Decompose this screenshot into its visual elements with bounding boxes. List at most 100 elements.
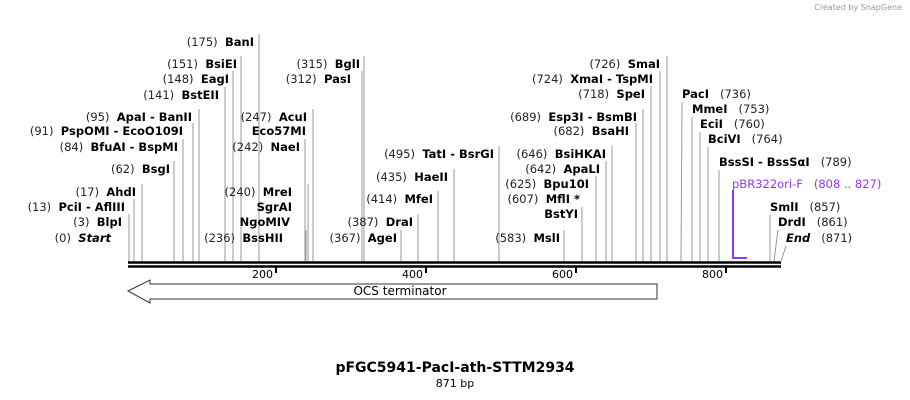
- site-label-blpi[interactable]: (3) BlpI: [73, 215, 122, 229]
- site-position: (625): [505, 177, 537, 191]
- site-position: (17): [75, 185, 100, 199]
- enzyme-name: MmeI: [692, 102, 728, 116]
- enzyme-name: BssSI - BssSαI: [719, 155, 810, 169]
- primer-label[interactable]: pBR322ori-F (808 .. 827): [732, 177, 881, 191]
- site-label-apai[interactable]: (95) ApaI - BanII: [86, 110, 192, 124]
- site-label-esp3i[interactable]: (689) Esp3I - BsmBI: [510, 110, 637, 124]
- site-position: (764): [751, 132, 783, 146]
- site-label-tati[interactable]: (495) TatI - BsrGI: [384, 147, 494, 161]
- site-label-bsiei[interactable]: (151) BsiEI: [167, 57, 237, 71]
- site-label-mfli[interactable]: (607) MflI *: [507, 192, 580, 206]
- site-position: (84): [59, 140, 84, 154]
- enzyme-name: MfeI: [404, 192, 433, 206]
- site-label-bpu10i[interactable]: (625) Bpu10I: [505, 177, 589, 191]
- ocs-terminator-arrow[interactable]: [126, 279, 658, 304]
- site-label-acui[interactable]: (247) AcuI: [241, 110, 307, 124]
- ruler-label: 400: [402, 268, 423, 281]
- site-position: (367): [329, 231, 361, 245]
- site-position: (718): [578, 87, 610, 101]
- enzyme-name: Start: [78, 231, 111, 245]
- ruler-label: 600: [552, 268, 573, 281]
- site-label-end[interactable]: End (871): [786, 231, 852, 245]
- enzyme-name: PspOMI - EcoO109I: [60, 124, 183, 138]
- enzyme-name: BsaHI: [591, 124, 629, 138]
- enzyme-name: BlpI: [96, 215, 122, 229]
- site-position: (857): [809, 200, 841, 214]
- site-label-smai[interactable]: (726) SmaI: [589, 57, 660, 71]
- enzyme-name: EagI: [200, 72, 229, 86]
- enzyme-name: AcuI: [278, 110, 307, 124]
- site-label-bfuai[interactable]: (84) BfuAI - BspMI: [60, 140, 178, 154]
- site-label-mrei[interactable]: (240) MreI: [225, 185, 292, 199]
- site-label-haeii[interactable]: (435) HaeII: [376, 170, 448, 184]
- site-position: (387): [347, 215, 379, 229]
- site-label-ahdi[interactable]: (17) AhdI: [75, 185, 136, 199]
- site-label-start[interactable]: (0) Start: [55, 231, 111, 245]
- enzyme-name: PciI - AflIII: [58, 200, 125, 214]
- site-label-bsshii[interactable]: (236) BssHII: [204, 231, 283, 245]
- site-position: (724): [531, 72, 563, 86]
- site-label-spei[interactable]: (718) SpeI: [578, 87, 645, 101]
- site-position: (3): [73, 215, 90, 229]
- site-label-bsihkai[interactable]: (646) BsiHKAI: [516, 147, 606, 161]
- enzyme-name: SmaI: [627, 57, 660, 71]
- site-label-bani[interactable]: (175) BanI: [187, 35, 254, 49]
- site-position: (607): [507, 192, 539, 206]
- site-label-agei[interactable]: (367) AgeI: [330, 231, 397, 245]
- enzyme-name: SgrAI: [256, 200, 292, 214]
- site-position: (495): [384, 147, 415, 161]
- site-label-mfei[interactable]: (414) MfeI: [366, 192, 433, 206]
- site-label-apali[interactable]: (642) ApaLI: [525, 162, 600, 176]
- site-label-smli[interactable]: SmlI (857): [770, 200, 840, 214]
- enzyme-name: BanI: [225, 35, 254, 49]
- primer-range: (808 .. 827): [813, 177, 882, 191]
- site-label-xmai[interactable]: (724) XmaI - TspMI: [532, 72, 653, 86]
- enzyme-name: MflI *: [545, 192, 580, 206]
- enzyme-name: MslI: [533, 231, 560, 245]
- site-position: (760): [733, 117, 765, 131]
- enzyme-name: DraI: [385, 215, 413, 229]
- site-label-msli[interactable]: (583) MslI: [495, 231, 560, 245]
- site-position: (642): [525, 162, 557, 176]
- site-label-paci[interactable]: PacI (736): [682, 87, 751, 101]
- site-position: (726): [589, 57, 621, 71]
- enzyme-name: HaeII: [414, 170, 448, 184]
- site-label-drai[interactable]: (387) DraI: [347, 215, 413, 229]
- site-position: (236): [204, 231, 236, 245]
- site-label-mmei[interactable]: MmeI (753): [692, 102, 769, 116]
- site-label-eagi[interactable]: (148) EagI: [163, 72, 229, 86]
- site-position: (682): [553, 124, 585, 138]
- sequence-length: 871 bp: [435, 377, 475, 390]
- enzyme-name: BstYI: [544, 207, 578, 221]
- site-position: (583): [495, 231, 527, 245]
- enzyme-name: TatI - BsrGI: [422, 147, 494, 161]
- site-label-bstyi[interactable]: BstYI: [537, 207, 578, 221]
- primer-name: pBR322ori-F: [732, 177, 803, 191]
- site-label-sgrai[interactable]: SgrAI: [249, 200, 292, 214]
- site-label-bsteii[interactable]: (141) BstEII: [143, 88, 219, 102]
- site-label-naei[interactable]: (242) NaeI: [232, 140, 300, 154]
- site-label-bgli[interactable]: (315) BglI: [297, 57, 360, 71]
- site-label-bsgi[interactable]: (62) BsgI: [111, 162, 170, 176]
- enzyme-name: MreI: [262, 185, 292, 199]
- site-line: [680, 101, 683, 262]
- site-position: (141): [143, 88, 175, 102]
- site-label-bsahi[interactable]: (682) BsaHI: [553, 124, 629, 138]
- site-label-bsssi[interactable]: BssSI - BssSαI (789): [719, 155, 852, 169]
- site-label-bcivi[interactable]: BciVI (764): [708, 132, 783, 146]
- site-label-pspomi[interactable]: (91) PspOMI - EcoO109I: [30, 124, 183, 138]
- enzyme-name: SmlI: [770, 200, 799, 214]
- enzyme-name: BciVI: [708, 132, 741, 146]
- site-label-drdi[interactable]: DrdI (861): [778, 215, 848, 229]
- enzyme-name: ApaLI: [563, 162, 601, 176]
- site-position: (95): [85, 110, 110, 124]
- site-lines: [128, 34, 787, 262]
- site-position: (435): [376, 170, 407, 184]
- site-label-pcii[interactable]: (13) PciI - AflIII: [28, 200, 125, 214]
- site-label-ngomiv[interactable]: NgoMIV: [232, 215, 290, 229]
- site-label-eco57mi[interactable]: Eco57MI: [244, 124, 306, 138]
- site-position: (62): [110, 162, 135, 176]
- site-label-pasi[interactable]: (312) PasI: [286, 72, 351, 86]
- site-label-ecii[interactable]: EciI (760): [700, 117, 765, 131]
